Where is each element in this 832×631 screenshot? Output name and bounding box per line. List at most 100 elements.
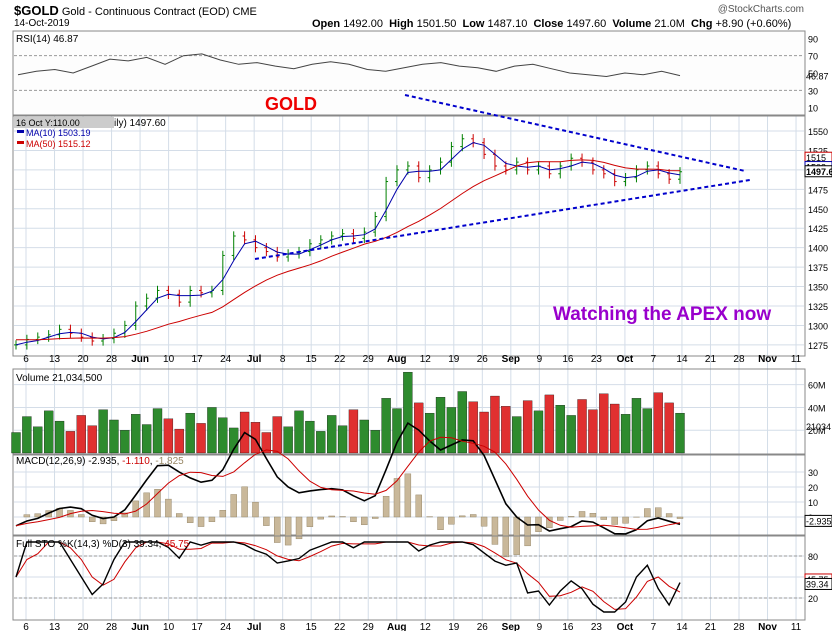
x-tick-label: 24: [220, 354, 232, 365]
volume-bar: [533, 410, 544, 454]
macd-histogram-bar: [393, 478, 401, 518]
macd-last-label: -2.935: [806, 516, 832, 526]
macd-histogram-bar: [644, 508, 651, 518]
rsi-tick-label: 10: [808, 104, 818, 114]
x-tick-label: 24: [220, 622, 232, 631]
macd-histogram-bar: [655, 507, 662, 518]
macd-histogram-bar: [372, 516, 379, 519]
macd-histogram-bar: [567, 516, 575, 518]
macd-histogram-bar: [480, 516, 488, 527]
volume-bar: [446, 407, 457, 454]
volume-bar: [337, 425, 348, 454]
close-label: Close: [533, 18, 564, 30]
x-tick-label: 14: [676, 622, 688, 631]
volume-panel: [12, 368, 806, 455]
x-tick-label: 17: [192, 354, 204, 365]
macd-histogram-bar: [665, 513, 673, 518]
volume-bar: [522, 400, 533, 454]
exchange: CME: [232, 6, 257, 18]
ma50-line: [16, 159, 681, 341]
volume-bar: [620, 414, 631, 454]
macd-histogram-bar: [404, 473, 412, 518]
volume-last-label: 21034: [806, 422, 831, 432]
x-tick-label: 13: [49, 354, 61, 365]
triangle-trendlines: [254, 94, 751, 260]
price-tick-label: 1525: [808, 146, 828, 156]
macd-signal-line: [15, 436, 681, 530]
macd-histogram-bar: [241, 486, 248, 518]
macd-histogram-bar: [600, 516, 608, 520]
macd-legend-label: MACD(12,26,9): [16, 456, 85, 467]
x-tick-label: Jul: [247, 622, 262, 631]
volume-bar: [65, 431, 76, 454]
volume-bar: [218, 417, 228, 454]
gold-annotation: GOLD: [265, 94, 317, 114]
x-tick-label: 28: [733, 622, 745, 631]
volume-bar: [642, 408, 652, 454]
macd-histogram-bar: [197, 516, 205, 527]
price-tick-label: 1300: [808, 321, 828, 331]
rsi-tick-label: 30: [808, 86, 818, 96]
sto-indicator: [14, 541, 804, 613]
volume-bar: [207, 407, 217, 454]
x-tick-label: 13: [49, 622, 61, 631]
macd-histogram-bar: [448, 516, 455, 525]
x-tick-label: Oct: [617, 354, 634, 365]
x-tick-label: 10: [163, 354, 175, 365]
x-tick-label: 15: [306, 622, 318, 631]
macd-histogram-bar: [589, 513, 597, 518]
volume-bar: [457, 391, 467, 454]
volume-bar: [490, 395, 500, 454]
price-tick-label: 1375: [808, 263, 828, 273]
volume-bar: [196, 423, 206, 454]
macd-histogram-bar: [263, 516, 270, 526]
macd-histogram-bar: [252, 501, 259, 518]
x-tick-label: 23: [591, 622, 603, 631]
volume-bar: [566, 415, 576, 454]
volume-bar: [22, 416, 32, 454]
x-tick-label: Jun: [131, 354, 149, 365]
x-tick-label: 14: [676, 354, 688, 365]
volume-bar: [381, 398, 391, 454]
ma50-swatch: [17, 141, 24, 144]
macd-histogram-bar: [219, 510, 227, 518]
volume-bar: [76, 415, 86, 454]
sto-tick-label: 80: [808, 552, 818, 562]
volume-bar: [152, 408, 163, 454]
sto-legend-d: 45.75: [164, 539, 189, 550]
x-tick-label: Aug: [387, 354, 406, 365]
macd-histogram-bar: [274, 516, 281, 543]
macd-histogram-bar: [382, 496, 390, 518]
x-tick-label: 10: [163, 622, 175, 631]
macd-histogram-bar: [284, 516, 292, 546]
x-tick-label: Jul: [247, 354, 262, 365]
volume-bar: [305, 420, 315, 454]
x-tick-label: Jun: [131, 622, 149, 631]
macd-tick-label: 30: [808, 468, 818, 478]
rsi-legend: RSI(14) 46.87: [16, 34, 79, 45]
macd-histogram-bar: [186, 516, 194, 523]
volume-legend: Volume 21,034,500: [16, 373, 103, 384]
symbol: $GOLD: [14, 3, 59, 18]
high-value: 1501.50: [416, 18, 457, 30]
ma10-line: [15, 142, 681, 346]
lower-trendline: [254, 179, 751, 260]
macd-last-box: [804, 514, 832, 527]
x-tick-label: 26: [477, 354, 489, 365]
sto-tick-label: 20: [808, 594, 818, 604]
macd-histogram-bar: [469, 514, 477, 518]
volume-bar: [544, 394, 555, 454]
macd-legend-hist: -1.825: [155, 456, 184, 467]
sto-d-line: [15, 541, 681, 610]
instrument-name: Gold - Continuous Contract (EOD): [61, 6, 230, 18]
volume-bar: [392, 408, 402, 454]
volume-bar: [501, 406, 511, 454]
volume-tick-label: 20M: [808, 426, 826, 436]
x-tick-label: 23: [591, 354, 603, 365]
high-label: High: [389, 18, 414, 30]
volume-tick-label: 60M: [808, 381, 826, 391]
price-tick-label: 1475: [808, 185, 828, 195]
volume-bar: [316, 431, 326, 454]
macd-histogram-bar: [176, 513, 183, 518]
x-tick-label: 11: [791, 622, 802, 631]
